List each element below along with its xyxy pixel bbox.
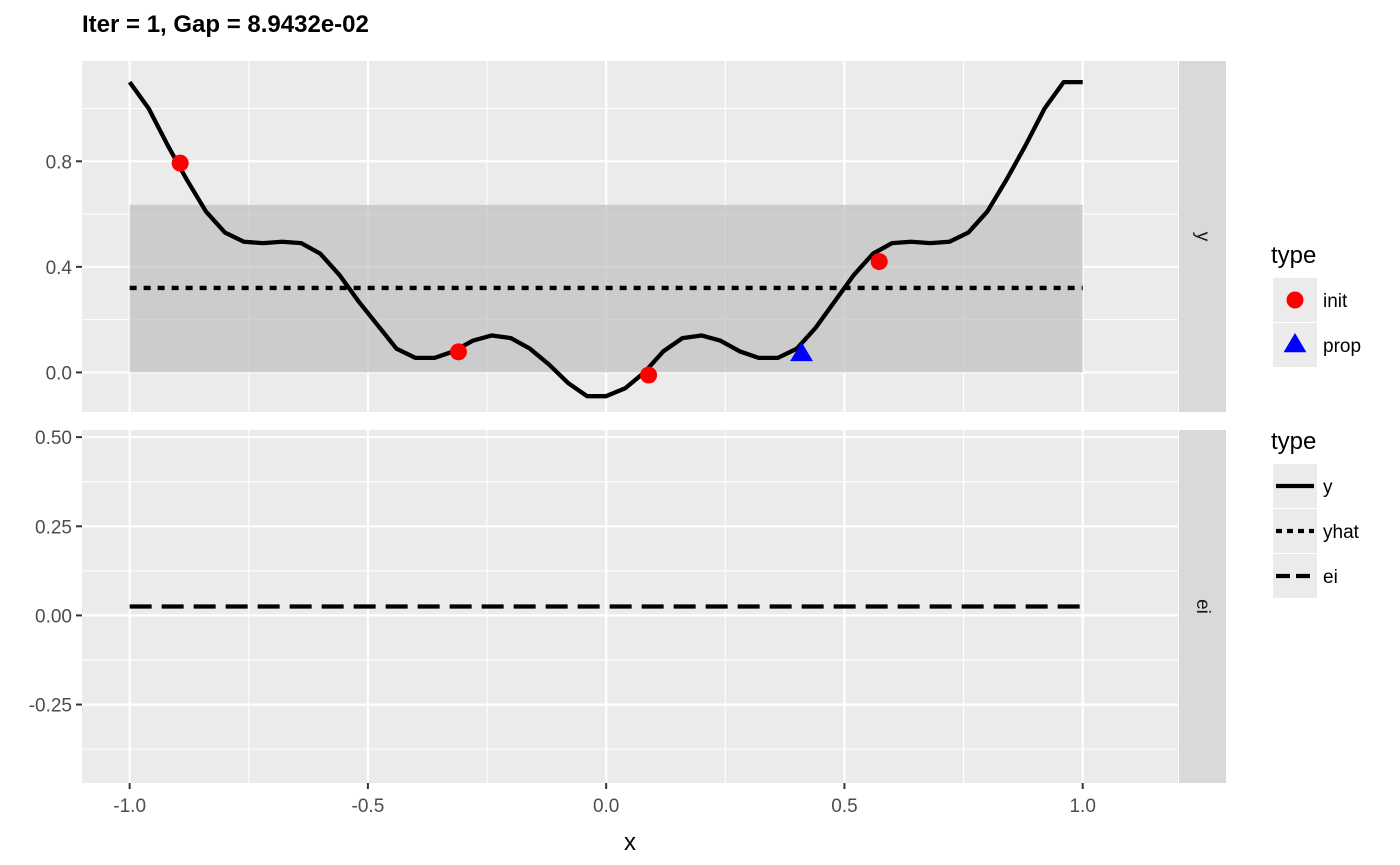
legend-2: type y yhat ei	[1271, 428, 1360, 598]
y-tick-label: 0.8	[46, 152, 72, 173]
x-tick-label: -1.0	[113, 796, 146, 817]
legend-title: type	[1271, 242, 1316, 269]
facet-strip	[1179, 61, 1226, 412]
y-tick-label: 0.50	[35, 428, 72, 449]
panel-y: 0.0 0.4 0.8 y	[46, 61, 1226, 412]
legend-label: y	[1323, 477, 1333, 498]
y-tick-label: 0.4	[46, 258, 73, 279]
y-tick-label: -0.25	[29, 696, 72, 717]
facet-strip-label: y	[1192, 232, 1213, 242]
chart-title: Iter = 1, Gap = 8.9432e-02	[82, 11, 369, 38]
legend-marker-prop	[1283, 333, 1307, 353]
point-init	[870, 253, 888, 271]
legend-title: type	[1271, 428, 1316, 455]
x-tick-label: 0.0	[593, 796, 619, 817]
legend-label: ei	[1323, 567, 1338, 588]
y-tick-label: 0.0	[46, 363, 72, 384]
x-tick-label: 1.0	[1069, 796, 1095, 817]
y-tick-label: 0.00	[35, 606, 72, 627]
x-tick-label: -0.5	[352, 796, 385, 817]
series-line-y	[127, 79, 1083, 399]
x-axis-title: x	[624, 829, 636, 856]
legend-label: init	[1323, 291, 1348, 312]
point-prop	[790, 341, 813, 362]
point-init	[171, 154, 189, 172]
legend-marker-init	[1286, 291, 1304, 309]
panel-ei: -0.25 0.00 0.25 0.50 ei	[29, 428, 1226, 783]
facet-strip-label: ei	[1192, 599, 1213, 614]
facet-strip	[1179, 430, 1226, 783]
legend-1: type init prop	[1271, 242, 1361, 367]
point-init	[449, 343, 467, 361]
x-tick-label: 0.5	[831, 796, 857, 817]
legend-label: yhat	[1323, 522, 1360, 543]
point-init	[640, 366, 658, 384]
legend-label: prop	[1323, 336, 1361, 357]
y-tick-label: 0.25	[35, 517, 72, 538]
